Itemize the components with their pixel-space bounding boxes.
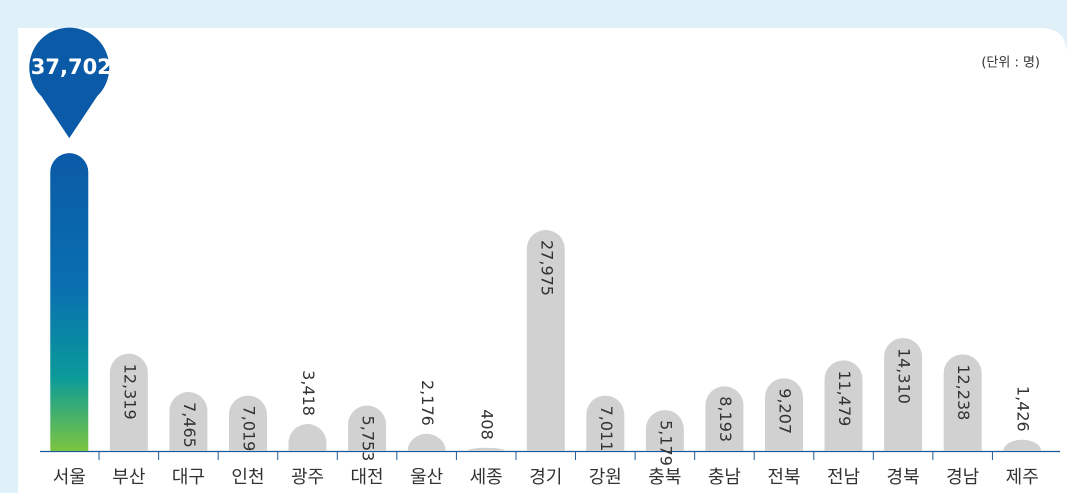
value-label: 8,193 <box>716 396 735 442</box>
x-tick-label: 세종 <box>470 467 503 488</box>
callout <box>29 27 110 139</box>
x-tick-label: 대구 <box>172 467 205 488</box>
value-label: 3,418 <box>299 370 318 416</box>
value-label: 12,238 <box>954 364 973 420</box>
x-tick-label: 광주 <box>291 467 324 488</box>
bar <box>228 395 267 451</box>
x-tick-label: 경남 <box>946 467 979 488</box>
value-label: 7,019 <box>239 406 258 452</box>
x-tick-label: 전북 <box>767 467 800 488</box>
x-tick-label: 부산 <box>112 467 145 488</box>
value-label: 37,702 <box>31 55 112 79</box>
value-label: 5,753 <box>359 416 378 462</box>
value-label: 7,011 <box>597 406 616 452</box>
x-tick-label: 인천 <box>231 467 264 488</box>
x-tick-label: 울산 <box>410 467 443 488</box>
unit-note: (단위 : 명) <box>981 56 1040 71</box>
bar <box>50 153 89 451</box>
x-tick-label: 충북 <box>648 467 681 488</box>
value-label: 408 <box>478 409 497 440</box>
x-tick-label: 경북 <box>887 467 920 488</box>
bar <box>109 353 148 451</box>
bar <box>824 360 863 451</box>
x-tick-label: 대전 <box>351 467 384 488</box>
bar <box>407 433 446 451</box>
value-label: 11,479 <box>835 370 854 426</box>
value-label: 12,319 <box>120 364 139 420</box>
value-label: 14,310 <box>895 348 914 404</box>
bar <box>348 405 387 451</box>
bar <box>884 337 923 451</box>
bar <box>705 386 744 451</box>
bar <box>467 447 506 451</box>
value-label: 27,975 <box>537 240 556 296</box>
bar <box>288 424 327 451</box>
bar <box>1003 439 1042 451</box>
bar <box>169 392 208 451</box>
x-tick-label: 서울 <box>53 467 86 488</box>
bar <box>645 410 684 451</box>
bar <box>586 395 625 451</box>
value-label: 1,426 <box>1014 386 1033 432</box>
value-label: 9,207 <box>775 388 794 434</box>
bar <box>526 229 565 451</box>
x-tick-label: 전남 <box>827 467 860 488</box>
x-tick-label: 제주 <box>1006 467 1039 488</box>
bar <box>943 354 982 451</box>
x-tick-label: 충남 <box>708 467 741 488</box>
bar <box>764 378 803 451</box>
value-label: 5,179 <box>656 420 675 466</box>
value-label: 2,176 <box>418 380 437 426</box>
x-tick-label: 경기 <box>529 467 562 488</box>
x-tick-label: 강원 <box>589 467 622 488</box>
value-label: 7,465 <box>180 402 199 448</box>
